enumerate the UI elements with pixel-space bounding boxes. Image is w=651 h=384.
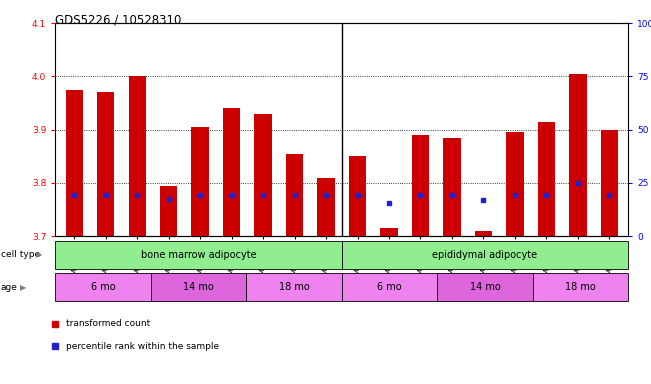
Bar	[66, 89, 83, 236]
Bar	[191, 127, 209, 236]
Bar	[506, 132, 523, 236]
Bar	[569, 74, 587, 236]
Bar	[128, 76, 146, 236]
Bar	[55, 273, 151, 301]
Bar	[533, 273, 628, 301]
Text: 6 mo: 6 mo	[90, 282, 115, 293]
Bar	[538, 122, 555, 236]
Bar	[475, 231, 492, 236]
Text: GDS5226 / 10528310: GDS5226 / 10528310	[55, 13, 182, 26]
Bar	[342, 273, 437, 301]
Bar	[342, 241, 628, 269]
Text: 14 mo: 14 mo	[469, 282, 501, 293]
Text: transformed count: transformed count	[66, 319, 150, 328]
Text: percentile rank within the sample: percentile rank within the sample	[66, 342, 219, 351]
Text: cell type: cell type	[1, 250, 40, 259]
Text: age: age	[1, 283, 18, 292]
Bar	[412, 135, 429, 236]
Text: bone marrow adipocyte: bone marrow adipocyte	[141, 250, 256, 260]
Bar	[223, 108, 240, 236]
Bar	[97, 92, 115, 236]
Text: epididymal adipocyte: epididymal adipocyte	[432, 250, 538, 260]
Text: 18 mo: 18 mo	[279, 282, 309, 293]
Text: 6 mo: 6 mo	[377, 282, 402, 293]
Bar	[286, 154, 303, 236]
Bar	[246, 273, 342, 301]
Bar	[443, 137, 461, 236]
Bar	[318, 177, 335, 236]
Text: ▶: ▶	[36, 250, 42, 259]
Text: 18 mo: 18 mo	[565, 282, 596, 293]
Text: 14 mo: 14 mo	[183, 282, 214, 293]
Bar	[55, 241, 342, 269]
Bar	[380, 228, 398, 236]
Text: ▶: ▶	[20, 283, 26, 292]
Bar	[349, 156, 366, 236]
Bar	[255, 114, 271, 236]
Bar	[151, 273, 246, 301]
Bar	[160, 185, 177, 236]
Bar	[437, 273, 533, 301]
Bar	[601, 130, 618, 236]
